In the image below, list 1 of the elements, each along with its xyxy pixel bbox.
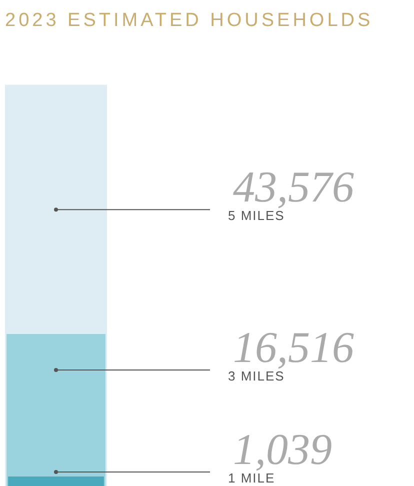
- chart-title: 2023 ESTIMATED HOUSEHOLDS: [5, 10, 374, 32]
